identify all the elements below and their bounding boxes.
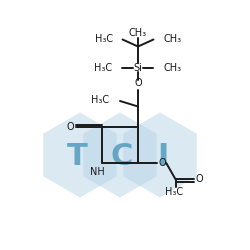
Text: H₃C: H₃C [95,34,113,44]
Text: CH₃: CH₃ [129,28,147,38]
Text: H₃C: H₃C [90,95,109,105]
Text: H₃C: H₃C [94,63,112,73]
Text: NH: NH [90,167,105,177]
Text: O: O [66,122,74,132]
Polygon shape [123,112,197,198]
Text: Si: Si [134,63,142,73]
Text: O: O [134,78,142,88]
Text: O: O [196,174,203,184]
Polygon shape [83,112,157,198]
Text: O: O [158,158,166,168]
Text: I: I [157,142,168,171]
Text: H₃C: H₃C [165,187,183,197]
Text: T: T [67,142,88,171]
Polygon shape [43,112,117,198]
Text: C: C [110,142,132,171]
Text: CH₃: CH₃ [163,63,181,73]
Text: CH₃: CH₃ [163,34,181,44]
